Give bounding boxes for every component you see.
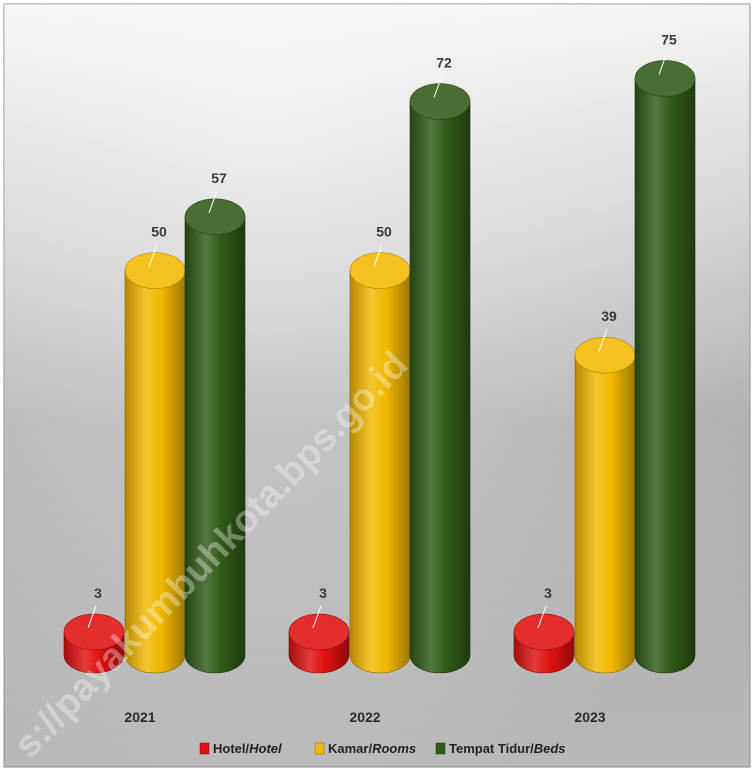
value-labels: 3 50 57 3 50 72 3 39 75 <box>87 31 677 629</box>
legend-label: Tempat Tidur/Beds <box>449 741 566 756</box>
bar-2023-series-2 <box>634 60 696 674</box>
leader-line <box>537 605 547 629</box>
bar-2021-series-0 <box>63 613 125 674</box>
value-label: 72 <box>436 55 452 71</box>
leader-line <box>87 605 97 629</box>
legend-item-2: Tempat Tidur/Beds <box>435 741 566 756</box>
legend-swatch <box>435 742 446 755</box>
bar-2022-series-1 <box>349 252 411 674</box>
value-label: 50 <box>376 224 392 240</box>
legend-label: Hotel/Hotel <box>213 741 282 756</box>
legend-swatch <box>314 742 325 755</box>
leader-line <box>148 244 158 267</box>
bar-2023-series-0 <box>513 613 575 674</box>
legend: Hotel/Hotel Kamar/Rooms Tempat Tidur/Beds <box>199 741 566 756</box>
bar-2021-series-1 <box>124 252 186 674</box>
bar-2023-series-1 <box>574 336 636 674</box>
x-tick-label: 2022 <box>349 709 380 725</box>
legend-label: Kamar/Rooms <box>328 741 416 756</box>
x-tick-label: 2021 <box>124 709 155 725</box>
legend-swatch <box>199 742 210 755</box>
x-tick-label: 2023 <box>574 709 605 725</box>
leader-line <box>433 75 443 98</box>
x-axis-ticks: 2021 2022 2023 <box>124 709 605 725</box>
leader-line <box>312 605 322 629</box>
leader-line <box>658 52 668 75</box>
value-label: 50 <box>151 224 167 240</box>
value-label: 3 <box>544 585 552 601</box>
value-label: 39 <box>601 308 617 324</box>
bars-layer <box>63 60 696 674</box>
legend-item-1: Kamar/Rooms <box>314 741 416 756</box>
bar-2021-series-2 <box>184 198 246 674</box>
value-label: 3 <box>319 585 327 601</box>
value-label: 3 <box>94 585 102 601</box>
leader-line <box>598 329 608 352</box>
value-label: 75 <box>661 31 677 47</box>
value-label: 57 <box>211 170 227 186</box>
bar-2022-series-0 <box>288 613 350 674</box>
leader-line <box>373 244 383 267</box>
legend-item-0: Hotel/Hotel <box>199 741 282 756</box>
bar-2022-series-2 <box>409 83 471 674</box>
leader-line <box>208 190 218 213</box>
